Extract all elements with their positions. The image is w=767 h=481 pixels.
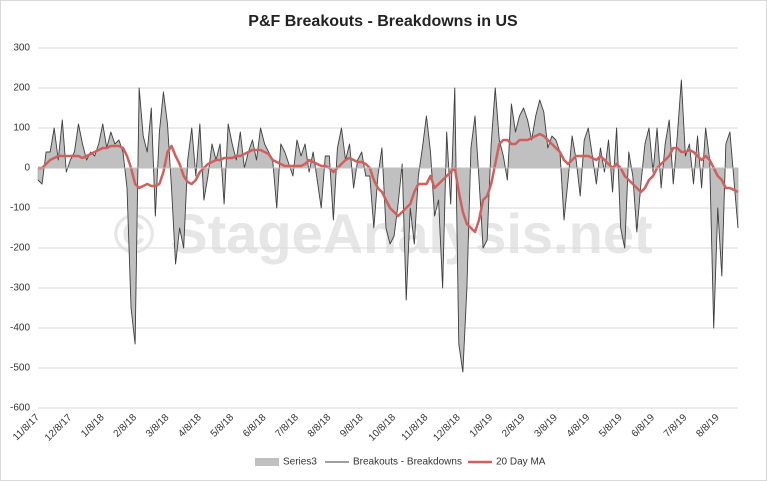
watermark: © StageAnalysis.net (113, 202, 652, 265)
y-tick-label: -500 (10, 363, 30, 374)
legend-label: 20 Day MA (496, 457, 546, 468)
y-tick-label: -400 (10, 323, 30, 334)
legend-label: Breakouts - Breakdowns (353, 457, 462, 468)
legend-swatch (255, 458, 279, 466)
y-tick-label: -200 (10, 243, 30, 254)
legend-label: Series3 (283, 457, 317, 468)
line (38, 132, 739, 234)
y-tick-label: 0 (24, 163, 30, 174)
y-tick-label: -600 (10, 403, 30, 414)
line (37, 79, 739, 373)
y-tick-label: -300 (10, 283, 30, 294)
chart-title: P&F Breakouts - Breakdowns in US (248, 13, 518, 30)
y-tick-label: -100 (10, 203, 30, 214)
y-tick-label: 200 (13, 83, 30, 94)
y-tick-label: 300 (13, 43, 30, 54)
y-tick-label: 100 (13, 123, 30, 134)
